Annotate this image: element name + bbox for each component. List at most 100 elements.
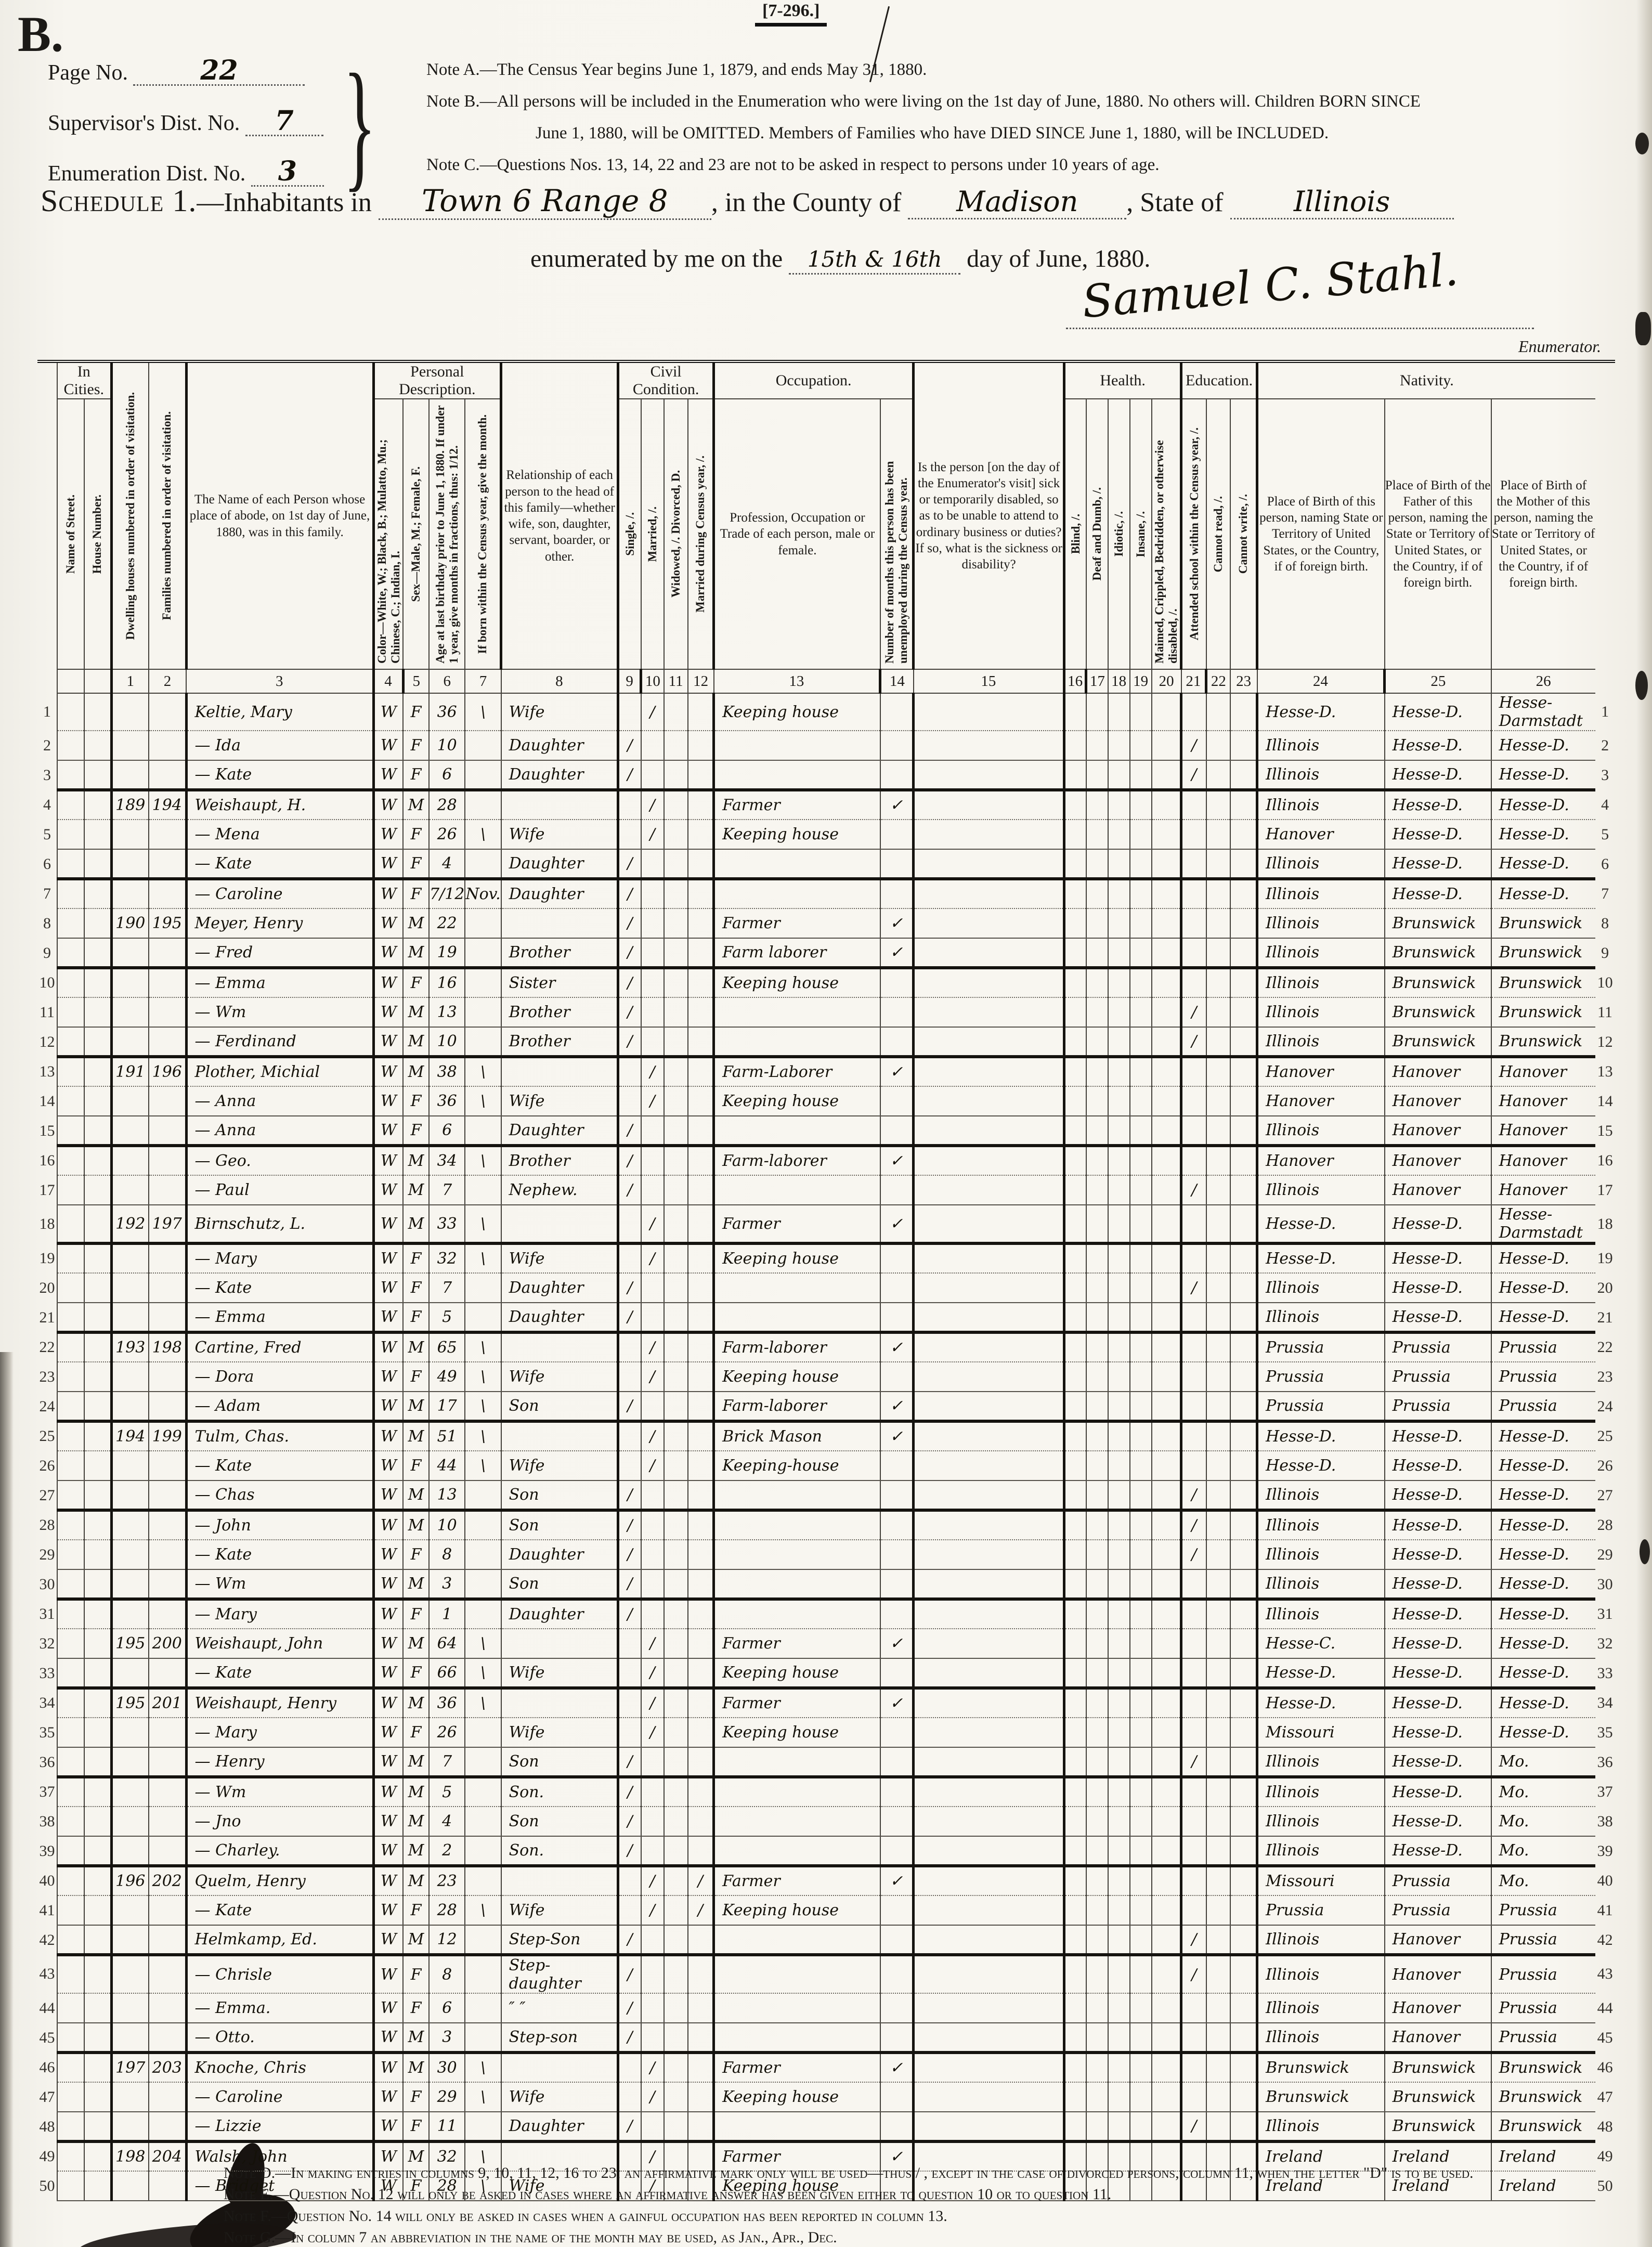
cell-p2: Brunswick [1384, 2082, 1491, 2112]
cell-c: W [372, 1629, 403, 1659]
cell-p2: Prussia [1384, 1895, 1491, 1926]
cell-p3: Hanover [1490, 1057, 1595, 1087]
cell-f [148, 820, 186, 850]
cell-c18 [1107, 1807, 1130, 1837]
cell-c16 [1063, 760, 1086, 791]
cell-p1: Illinois [1256, 1747, 1385, 1778]
cell-c14 [879, 1362, 914, 1392]
cell-c11 [663, 1599, 688, 1629]
cell-c23 [1229, 1688, 1257, 1718]
cell-p3: Prussia [1490, 2023, 1595, 2054]
cell-c17 [1085, 2082, 1108, 2112]
schedule-title: Schedule 1. [41, 184, 197, 218]
col-married-cy: Married during Census year, /. [687, 399, 714, 670]
record-row: 27— Chas W M 13 Son / / Illinois Hesse-D. Hesse-D… [37, 1480, 1615, 1512]
cell-c23 [1229, 1658, 1257, 1690]
cell-nm: — Anna [185, 1116, 373, 1147]
cell-d: 192 [110, 1205, 149, 1245]
row-number-left: 17 [39, 1181, 55, 1199]
cell-s: M [402, 1392, 429, 1423]
cell-d [110, 693, 149, 731]
cell-m7 [464, 1807, 501, 1837]
cell-c21 [1180, 2053, 1206, 2083]
cell-c11 [663, 1175, 688, 1205]
cell-oc: Farmer [712, 1629, 880, 1659]
cell-d [110, 1175, 149, 1205]
cell-c15 [912, 1993, 1064, 2023]
cell-c23 [1229, 1993, 1257, 2023]
row-number-left: 7 [43, 885, 51, 902]
table-body: 1 Keltie, Mary W F 36 \ Wife / Keeping house Hess… [37, 693, 1615, 2201]
row-number-left: 11 [40, 1003, 55, 1021]
cell-c19 [1129, 2023, 1152, 2054]
cell-p2: Brunswick [1384, 968, 1491, 998]
cell-c20 [1151, 1332, 1181, 1362]
cell-c23 [1229, 2171, 1257, 2201]
cell-st [57, 2171, 84, 2201]
cell-p3: Hesse-D. [1490, 1658, 1595, 1690]
cell-p3: Hesse-D. [1490, 1303, 1595, 1334]
cell-c17 [1085, 1146, 1108, 1176]
cell-r: Wife [500, 1086, 618, 1116]
row-number-left: 23 [39, 1368, 55, 1385]
col-deaf: Deaf and Dumb, /. [1085, 399, 1108, 670]
cell-ho [84, 968, 111, 998]
cell-c9: / [617, 1599, 641, 1629]
cell-d [110, 1718, 149, 1748]
cell-oc [712, 1747, 880, 1778]
cell-oc [712, 1273, 880, 1303]
cell-c23 [1229, 1421, 1257, 1451]
row-number-left: 38 [39, 1812, 55, 1830]
cell-c14: ✓ [879, 1205, 914, 1245]
row-number-right: 25 [1597, 1427, 1613, 1445]
column-numbers-row: 1 2 3 4 5 6 7 8 9 10 11 12 13 14 15 16 17 18 19 20 21 22 23 24 2… [37, 669, 1615, 694]
cell-d [110, 968, 149, 998]
cell-s: F [402, 1658, 429, 1690]
cell-c15 [912, 1086, 1064, 1116]
cell-m7 [464, 2023, 501, 2054]
cell-c17 [1085, 2171, 1108, 2201]
cell-s: F [402, 1599, 429, 1629]
cell-ho [84, 1421, 111, 1451]
cell-d [110, 997, 149, 1028]
cell-c: W [372, 1332, 403, 1362]
cell-nm: — Mary [185, 1599, 373, 1629]
cell-oc [712, 1116, 880, 1147]
cell-f [148, 2082, 186, 2112]
row-number-right: 19 [1597, 1249, 1613, 1267]
cell-c17 [1085, 820, 1108, 850]
cell-c21 [1180, 1451, 1206, 1481]
cell-a: 28 [428, 790, 465, 820]
cell-oc: Keeping house [712, 2082, 880, 2112]
cell-c16 [1063, 1777, 1086, 1807]
cell-c9: / [617, 1510, 641, 1540]
cell-c23 [1229, 1599, 1257, 1629]
cell-c15 [912, 1895, 1064, 1926]
cell-c14 [879, 1451, 914, 1481]
cell-c21 [1180, 1421, 1206, 1451]
cell-oc: Farmer [712, 1866, 880, 1896]
cell-ho [84, 760, 111, 791]
cell-c16 [1063, 731, 1086, 761]
cell-nm: — Kate [185, 1273, 373, 1303]
cell-c12: / [687, 1895, 714, 1926]
cell-c18 [1107, 1332, 1130, 1362]
cell-p1: Hanover [1256, 1086, 1385, 1116]
cell-oc: Farm-Laborer [712, 1057, 880, 1087]
cell-c11 [663, 1027, 688, 1058]
cell-c12 [687, 1836, 714, 1867]
col-single: Single, /. [617, 399, 641, 670]
cell-c18 [1107, 2053, 1130, 2083]
cell-st [57, 2053, 84, 2083]
cell-c15 [912, 997, 1064, 1028]
note-b2: June 1, 1880, will be OMITTED. Members o… [536, 124, 1329, 142]
cell-p2: Hesse-D. [1384, 1747, 1491, 1778]
cell-st [57, 693, 84, 731]
cell-a: 44 [428, 1451, 465, 1481]
cell-c9: / [617, 1303, 641, 1334]
cell-c18 [1107, 1175, 1130, 1205]
cell-c23 [1229, 1362, 1257, 1392]
cell-c12 [687, 1146, 714, 1176]
cell-ho [84, 1175, 111, 1205]
column-number: 2 [148, 669, 186, 694]
